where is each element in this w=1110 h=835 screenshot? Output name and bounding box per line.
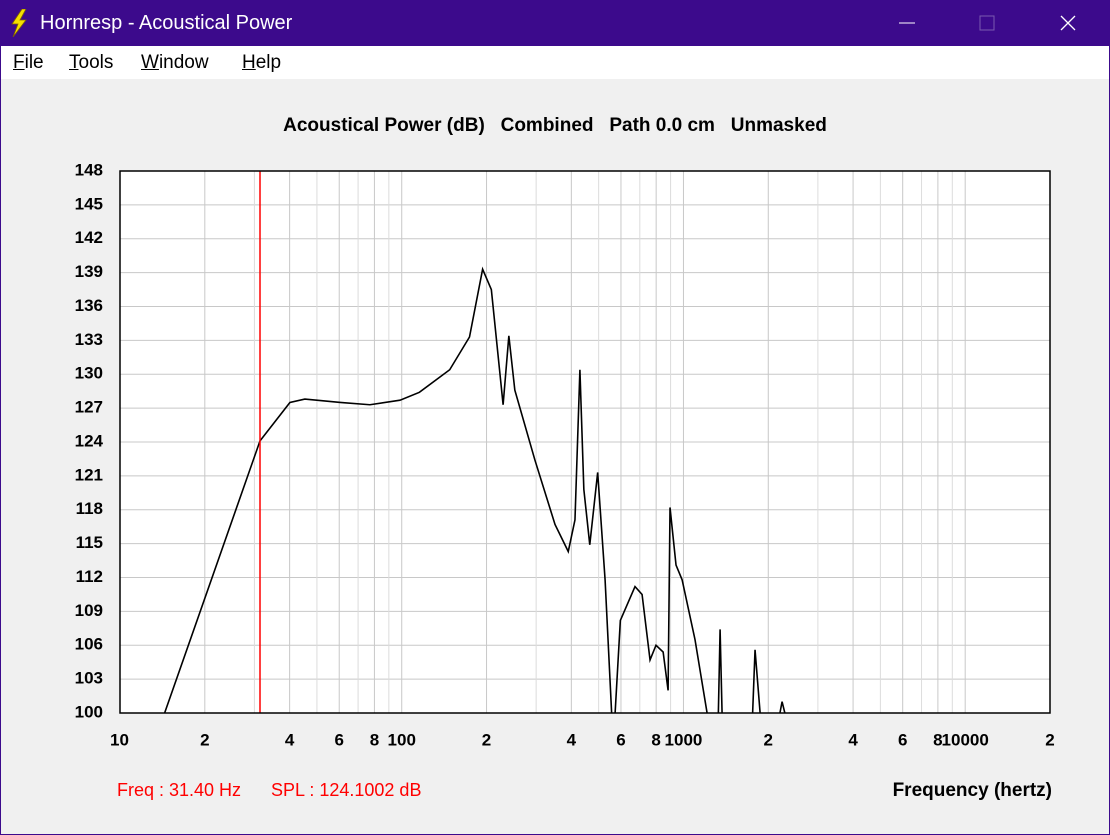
menu-bar: File Tools Window Help <box>1 46 1109 79</box>
x-tick-label: 1000 <box>665 730 703 749</box>
y-tick-label: 136 <box>75 296 103 315</box>
x-tick-label: 6 <box>898 730 907 749</box>
y-tick-label: 133 <box>75 330 103 349</box>
x-tick-label: 4 <box>285 730 295 749</box>
menu-item[interactable]: File <box>13 52 44 73</box>
response-line <box>163 266 786 713</box>
x-tick-label: 2 <box>764 730 773 749</box>
x-tick-label: 10000 <box>942 730 989 749</box>
y-tick-label: 121 <box>75 465 103 484</box>
window-controls <box>899 15 1076 31</box>
x-tick-label: 10 <box>110 730 129 749</box>
y-tick-label: 148 <box>75 160 103 179</box>
y-tick-label: 124 <box>75 431 104 450</box>
x-tick-label: 100 <box>388 730 416 749</box>
x-tick-label: 8 <box>651 730 660 749</box>
cursor-spl: SPL : 124.1002 dB <box>271 780 421 800</box>
y-tick-label: 118 <box>76 499 103 518</box>
y-tick-label: 103 <box>75 669 103 688</box>
chart-title: Acoustical Power (dB) Combined Path 0.0 … <box>283 115 827 136</box>
x-tick-label: 4 <box>848 730 858 749</box>
title-bar: Hornresp - Acoustical Power <box>0 0 1110 46</box>
maximize-button[interactable] <box>979 15 995 31</box>
plot-border <box>119 170 1051 714</box>
x-tick-label: 6 <box>616 730 625 749</box>
x-tick-label: 2 <box>1045 730 1054 749</box>
x-tick-label: 8 <box>370 730 379 749</box>
y-tick-label: 112 <box>76 567 103 586</box>
x-tick-label: 2 <box>482 730 491 749</box>
x-axis-label: Frequency (hertz) <box>893 780 1052 801</box>
y-tick-label: 139 <box>75 262 103 281</box>
chart: Acoustical Power (dB) Combined Path 0.0 … <box>75 115 1055 801</box>
x-tick-label: 8 <box>933 730 942 749</box>
x-tick-label: 6 <box>334 730 343 749</box>
y-tick-label: 115 <box>76 533 103 552</box>
y-tick-label: 130 <box>75 364 103 383</box>
app-icon <box>11 9 27 37</box>
menu-item[interactable]: Help <box>242 52 282 73</box>
y-tick-label: 100 <box>75 702 103 721</box>
window-title: Hornresp - Acoustical Power <box>40 12 293 34</box>
y-tick-label: 106 <box>75 635 103 654</box>
close-button[interactable] <box>1060 15 1076 31</box>
y-tick-label: 109 <box>75 601 103 620</box>
x-tick-label: 2 <box>200 730 209 749</box>
y-tick-label: 127 <box>75 398 103 417</box>
menu-item[interactable]: Window <box>141 52 209 73</box>
y-tick-label: 142 <box>75 228 103 247</box>
cursor-frequency: Freq : 31.40 Hz <box>117 780 241 800</box>
x-tick-label: 4 <box>567 730 577 749</box>
menu-item[interactable]: Tools <box>69 52 114 73</box>
y-tick-label: 145 <box>75 194 103 213</box>
